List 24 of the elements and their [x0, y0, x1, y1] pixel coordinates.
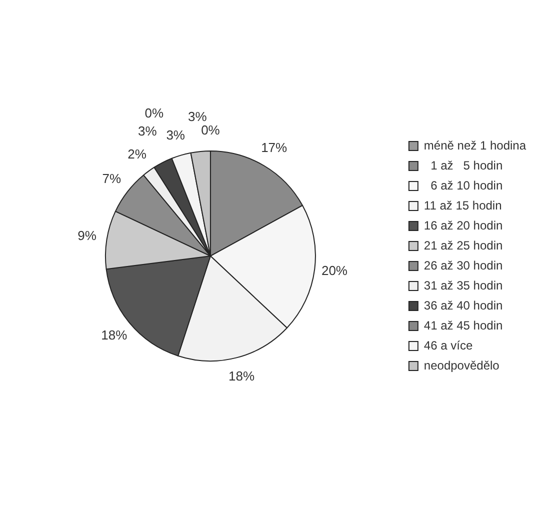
legend-label: 6 až 10 hodin — [424, 178, 503, 192]
legend-label: 1 až 5 hodin — [424, 158, 503, 172]
data-label: 2% — [128, 146, 147, 162]
data-label: 17% — [261, 140, 288, 155]
legend-label: méně než 1 hodina — [424, 138, 526, 152]
data-label: 18% — [228, 368, 255, 384]
data-label: 7% — [102, 170, 122, 186]
text: 0% — [201, 122, 220, 138]
legend-label: neodpovědělo — [424, 358, 500, 372]
legend-label: 36 až 40 hodin — [424, 298, 503, 312]
legend-label: 41 až 45 hodin — [424, 318, 503, 332]
legend-label: 26 až 30 hodin — [424, 258, 503, 272]
data-label: 3% — [138, 124, 158, 139]
legend-label: 21 až 25 hodin — [424, 238, 503, 252]
legend-label: 11 až 15 hodin — [424, 198, 502, 212]
legend-label: 46 a více — [424, 338, 473, 352]
text: 0% — [144, 105, 164, 120]
data-label: 18% — [101, 327, 128, 342]
data-label: 9% — [78, 228, 97, 244]
data-label: 3% — [188, 109, 208, 124]
legend-label: 31 až 35 hodin — [424, 278, 503, 292]
data-label: 20% — [321, 263, 348, 278]
data-label: 3% — [166, 128, 186, 143]
legend-label: 16 až 20 hodin — [424, 218, 503, 232]
